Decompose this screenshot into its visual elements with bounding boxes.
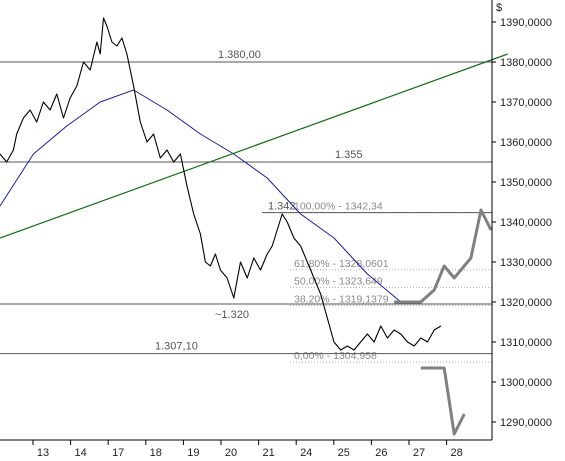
level-label: 1.342	[268, 201, 296, 213]
trendline	[0, 53, 508, 239]
moving-average-line	[0, 89, 402, 303]
axes: $	[0, 0, 502, 441]
y-tick-label: 1360,0000	[500, 137, 552, 149]
projection-path	[394, 208, 493, 304]
y-tick-label: 1320,0000	[500, 297, 552, 309]
projection-paths	[394, 208, 493, 436]
price-line	[0, 17, 335, 343]
y-tick-label: 1350,0000	[500, 177, 552, 189]
x-axis-ticks: 13 14 17 18 19 20 21 24 25 26 27 28	[32, 440, 463, 459]
x-tick-label: 25	[338, 447, 350, 459]
level-label: 1.307,10	[155, 341, 198, 353]
fib-level-label: 100,00% - 1342,34	[294, 201, 383, 213]
x-tick-label: 18	[150, 447, 162, 459]
y-tick-label: 1390,0000	[500, 17, 552, 29]
y-tick-label: 1330,0000	[500, 257, 552, 269]
level-label: ~1.320	[215, 309, 249, 321]
x-tick-label: 19	[187, 447, 199, 459]
y-tick-label: 1380,0000	[500, 57, 552, 69]
y-tick-label: 1310,0000	[500, 337, 552, 349]
x-tick-label: 28	[450, 447, 462, 459]
horizontal-levels: 1.380,00 1.355 1.342 ~1.320 1.307,10	[0, 49, 492, 355]
x-tick-label: 14	[74, 447, 86, 459]
fib-level-label: 38,20% - 1319,1379	[294, 293, 389, 305]
fibonacci-levels: 100,00% - 1342,34 61,80% - 1328,0601 50,00…	[290, 201, 492, 363]
moving-average	[0, 89, 402, 303]
x-tick-label: 26	[375, 447, 387, 459]
x-tick-label: 21	[262, 447, 274, 459]
fib-level-label: 50,00% - 1323,649	[294, 275, 383, 287]
fib-level-label: 61,80% - 1328,0601	[294, 258, 389, 270]
y-tick-label: 1340,0000	[500, 217, 552, 229]
y-tick-label: 1290,0000	[500, 417, 552, 429]
y-tick-label: 1370,0000	[500, 97, 552, 109]
price-line	[333, 325, 442, 351]
trendlines	[0, 53, 508, 239]
x-tick-label: 27	[413, 447, 425, 459]
price-series	[0, 17, 442, 351]
x-tick-label: 13	[37, 447, 49, 459]
y-tick-label: 1300,0000	[500, 377, 552, 389]
x-tick-label: 24	[300, 447, 312, 459]
y-unit-label: $	[496, 2, 502, 14]
y-axis-ticks: 1390,0000 1380,0000 1370,0000 1360,0000 1350…	[492, 17, 552, 429]
fib-level-label: 0,00% - 1304,958	[294, 350, 377, 362]
x-tick-label: 17	[112, 447, 124, 459]
x-tick-label: 20	[225, 447, 237, 459]
projection-path	[420, 366, 466, 436]
level-label: 1.355	[335, 149, 363, 161]
level-label: 1.380,00	[218, 49, 261, 61]
